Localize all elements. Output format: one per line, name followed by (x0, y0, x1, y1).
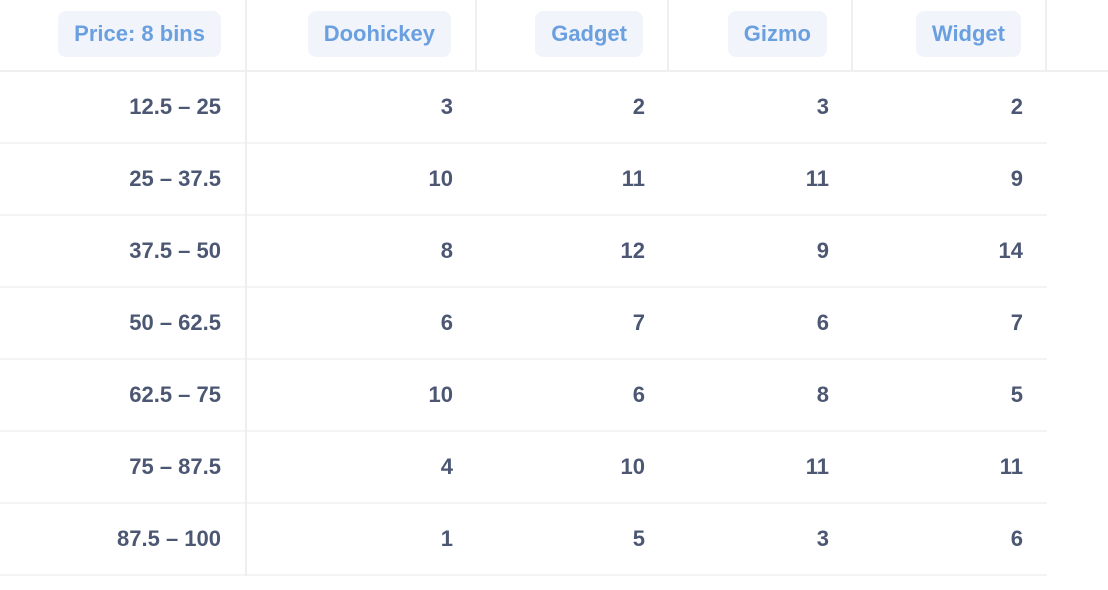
value-cell[interactable]: 7 (1010, 310, 1023, 335)
value-cell[interactable]: 5 (1010, 382, 1023, 407)
table-row: 62.5 – 75 10 6 8 5 (0, 360, 1047, 432)
value-cell[interactable]: 5 (632, 526, 645, 551)
column-header-pill[interactable]: Doohickey (307, 11, 451, 57)
value-cell[interactable]: 9 (1010, 166, 1023, 191)
row-label-cell: 37.5 – 50 (0, 216, 247, 288)
table-row: 12.5 – 25 3 2 3 2 (0, 72, 1047, 144)
value-cell[interactable]: 3 (816, 94, 829, 119)
value-cell[interactable]: 6 (632, 382, 645, 407)
value-cell[interactable]: 2 (632, 94, 645, 119)
column-header-cell: Widget (853, 0, 1047, 70)
row-label-cell: 87.5 – 100 (0, 504, 247, 576)
value-cell[interactable]: 1 (440, 526, 453, 551)
column-header-pill[interactable]: Gizmo (727, 11, 827, 57)
row-label-cell: 25 – 37.5 (0, 144, 247, 216)
table-row: 50 – 62.5 6 7 6 7 (0, 288, 1047, 360)
value-cell[interactable]: 11 (621, 166, 645, 191)
row-label-cell: 75 – 87.5 (0, 432, 247, 504)
value-cell[interactable]: 12 (620, 238, 645, 263)
row-label-cell: 12.5 – 25 (0, 72, 247, 144)
value-cell[interactable]: 10 (428, 382, 453, 407)
value-cell[interactable]: 10 (620, 454, 645, 479)
value-cell[interactable]: 10 (428, 166, 453, 191)
row-label-cell: 62.5 – 75 (0, 360, 247, 432)
value-cell[interactable]: 6 (816, 310, 829, 335)
row-header-pill[interactable]: Price: 8 bins (58, 11, 221, 57)
column-header-pill[interactable]: Gadget (535, 11, 643, 57)
value-cell[interactable]: 2 (1010, 94, 1023, 119)
value-cell[interactable]: 11 (805, 454, 829, 479)
value-cell[interactable]: 3 (440, 94, 453, 119)
table-header: Price: 8 bins Doohickey Gadget Gizmo Widget (0, 0, 1108, 72)
column-header-cell: Gizmo (669, 0, 853, 70)
value-cell[interactable]: 3 (816, 526, 829, 551)
value-cell[interactable]: 6 (1010, 526, 1023, 551)
table-row: 37.5 – 50 8 12 9 14 (0, 216, 1047, 288)
value-cell[interactable]: 11 (999, 454, 1023, 479)
row-header-cell: Price: 8 bins (0, 0, 247, 70)
table-row: 75 – 87.5 4 10 11 11 (0, 432, 1047, 504)
value-cell[interactable]: 11 (805, 166, 829, 191)
column-header-cell: Doohickey (247, 0, 477, 70)
table-row: 25 – 37.5 10 11 11 9 (0, 144, 1047, 216)
table-row: 87.5 – 100 1 5 3 6 (0, 504, 1047, 576)
column-header-pill[interactable]: Widget (915, 11, 1021, 57)
value-cell[interactable]: 14 (998, 238, 1023, 263)
value-cell[interactable]: 7 (632, 310, 645, 335)
value-cell[interactable]: 8 (440, 238, 453, 263)
row-label-cell: 50 – 62.5 (0, 288, 247, 360)
column-header-cell: Gadget (477, 0, 669, 70)
value-cell[interactable]: 9 (816, 238, 829, 263)
value-cell[interactable]: 8 (816, 382, 829, 407)
value-cell[interactable]: 6 (440, 310, 453, 335)
value-cell[interactable]: 4 (440, 454, 453, 479)
